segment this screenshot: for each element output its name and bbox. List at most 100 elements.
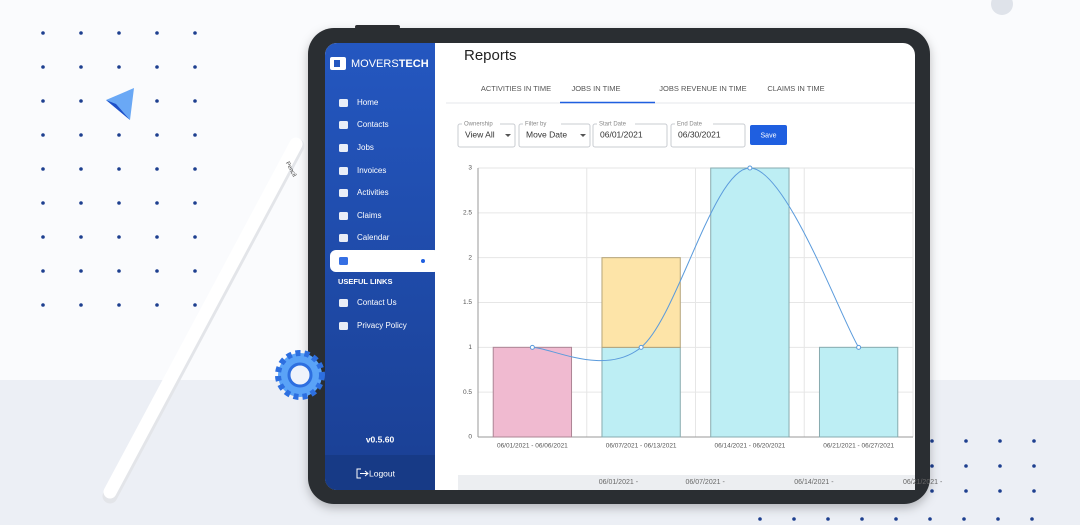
tab[interactable]: JOBS IN TIME — [571, 84, 620, 93]
dot — [1032, 439, 1036, 443]
dot — [117, 303, 121, 307]
dot — [193, 65, 197, 69]
decor-gear-hole — [287, 362, 313, 388]
dot — [41, 65, 45, 69]
dropdown-caret — [505, 134, 511, 137]
sidebar-footer — [325, 455, 435, 490]
bar — [818, 346, 899, 438]
decor-prism — [106, 88, 134, 120]
nav-item[interactable]: Activities — [357, 188, 389, 197]
nav-icon — [339, 257, 348, 265]
nav-active-dot — [421, 259, 425, 263]
logout-icon — [356, 468, 369, 479]
dot — [860, 517, 864, 521]
dot — [41, 167, 45, 171]
dropdown-caret — [580, 134, 586, 137]
y-tick-label: 1.5 — [463, 299, 472, 306]
bar — [601, 257, 681, 348]
save-button[interactable] — [750, 125, 787, 145]
dot — [193, 99, 197, 103]
dot — [41, 303, 45, 307]
nav-icon — [339, 99, 348, 107]
dot — [193, 133, 197, 137]
save-label[interactable]: Save — [761, 132, 777, 139]
nav-item[interactable]: Reports — [357, 256, 385, 265]
dot — [41, 269, 45, 273]
version: v0.5.60 — [366, 434, 395, 444]
dot — [41, 31, 45, 35]
nav-icon — [339, 189, 348, 197]
dot — [826, 517, 830, 521]
dot — [964, 464, 968, 468]
table-header-cell: 06/14/2021 - — [794, 479, 834, 486]
dot — [155, 31, 159, 35]
dot — [79, 133, 83, 137]
filter-value[interactable]: 06/30/2021 — [678, 129, 721, 139]
y-tick-label: 0 — [468, 434, 472, 441]
dot — [962, 517, 966, 521]
filter-label-bg — [462, 121, 500, 126]
dot — [41, 133, 45, 137]
nav-item[interactable]: Contacts — [357, 120, 389, 129]
dot — [193, 31, 197, 35]
tablet-button — [355, 25, 400, 29]
dot — [964, 489, 968, 493]
filter-label-bg — [597, 121, 635, 126]
tab[interactable]: CLAIMS IN TIME — [767, 84, 824, 93]
bar — [601, 346, 681, 438]
dot — [930, 464, 934, 468]
filter-label-bg — [523, 121, 561, 126]
nav-active-bg — [330, 250, 440, 272]
dot — [117, 201, 121, 205]
dot — [193, 201, 197, 205]
decor-dots — [41, 31, 1036, 521]
dot — [117, 31, 121, 35]
nav-item[interactable]: Home — [357, 98, 379, 107]
nav-item[interactable]: Invoices — [357, 166, 386, 175]
nav-item[interactable]: Calendar — [357, 233, 390, 242]
x-tick-label: 06/07/2021 - 06/13/2021 — [606, 443, 677, 450]
dot — [41, 235, 45, 239]
dot — [155, 133, 159, 137]
useful-link[interactable]: Contact Us — [357, 298, 397, 307]
dot — [155, 65, 159, 69]
dot — [79, 167, 83, 171]
useful-link[interactable]: Privacy Policy — [357, 321, 407, 330]
tab[interactable]: JOBS REVENUE IN TIME — [659, 84, 746, 93]
brand-bold: TECH — [399, 58, 429, 70]
dot — [193, 303, 197, 307]
dot — [117, 235, 121, 239]
dot — [79, 31, 83, 35]
dot — [193, 269, 197, 273]
table-header-cell: 06/21/2021 - — [903, 479, 943, 486]
brand: MOVERSTECH — [351, 58, 429, 70]
x-tick-label: 06/21/2021 - 06/27/2021 — [823, 443, 894, 450]
dot — [79, 201, 83, 205]
dot — [998, 439, 1002, 443]
dot — [41, 99, 45, 103]
filter-value[interactable]: 06/01/2021 — [600, 129, 643, 139]
filter-label-bg — [675, 121, 713, 126]
nav-item[interactable]: Claims — [357, 211, 381, 220]
dot — [117, 65, 121, 69]
dot — [1032, 489, 1036, 493]
logout[interactable]: Logout — [369, 468, 396, 478]
brand-logo-mark — [334, 60, 340, 67]
nav-icon — [339, 234, 348, 242]
nav-icon — [339, 144, 348, 152]
dot — [1032, 464, 1036, 468]
dot — [998, 464, 1002, 468]
dot — [155, 201, 159, 205]
x-tick-label: 06/01/2021 - 06/06/2021 — [497, 443, 568, 450]
dot — [964, 439, 968, 443]
line — [532, 167, 860, 362]
dot — [79, 99, 83, 103]
tab[interactable]: ACTIVITIES IN TIME — [481, 84, 551, 93]
filter-value[interactable]: View All — [465, 129, 495, 139]
filter-label: Ownership — [464, 122, 493, 128]
nav-item[interactable]: Jobs — [357, 143, 374, 152]
dot — [79, 269, 83, 273]
filter-value[interactable]: Move Date — [526, 129, 567, 139]
dot — [996, 517, 1000, 521]
bar — [492, 346, 573, 438]
